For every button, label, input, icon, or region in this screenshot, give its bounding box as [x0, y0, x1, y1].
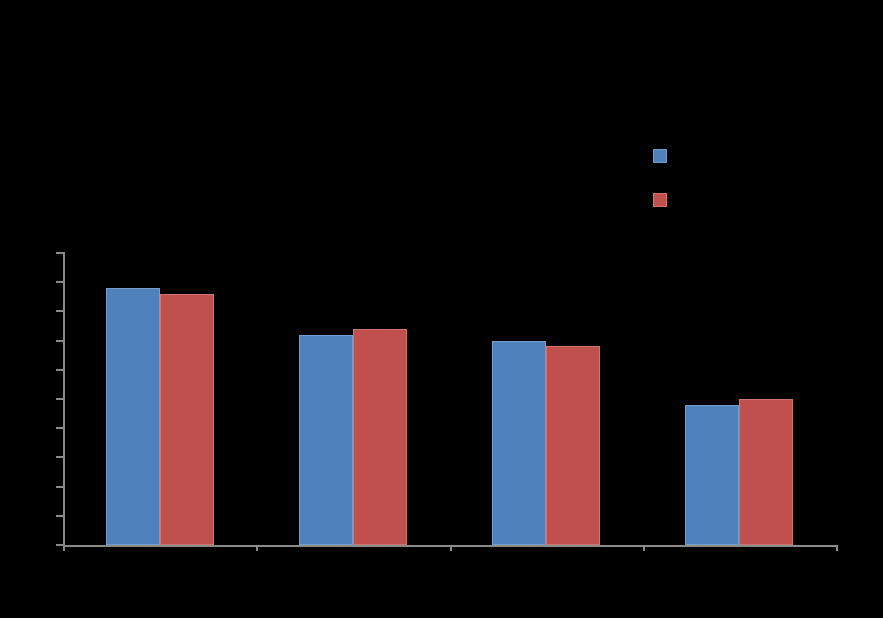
y-axis-tick-1: [56, 281, 64, 283]
legend-swatch-series1: [653, 149, 667, 163]
bar-chart: [0, 0, 883, 618]
y-axis-tick-8: [56, 486, 64, 488]
y-axis-tick-7: [56, 456, 64, 458]
y-axis-tick-2: [56, 310, 64, 312]
bar-series1-group1: [106, 288, 160, 545]
y-axis-tick-5: [56, 398, 64, 400]
bar-series2-group3: [546, 346, 600, 545]
y-axis-tick-0: [56, 252, 64, 254]
y-axis-line: [63, 252, 65, 551]
bar-series1-group3: [492, 341, 546, 545]
bar-series1-group2: [299, 335, 353, 545]
y-axis-tick-9: [56, 515, 64, 517]
y-axis-tick-4: [56, 369, 64, 371]
legend-item-series1: [653, 149, 675, 163]
bar-series1-group4: [685, 405, 739, 545]
bar-series2-group4: [739, 399, 793, 545]
x-axis-tick-1: [256, 545, 258, 551]
bar-series2-group2: [353, 329, 407, 545]
x-axis-tick-3: [643, 545, 645, 551]
x-axis-tick-4: [836, 545, 838, 551]
bar-series2-group1: [160, 294, 214, 545]
x-axis-tick-0: [63, 545, 65, 551]
y-axis-tick-3: [56, 340, 64, 342]
legend-swatch-series2: [653, 193, 667, 207]
y-axis-tick-6: [56, 427, 64, 429]
legend-item-series2: [653, 193, 675, 207]
x-axis-tick-2: [450, 545, 452, 551]
